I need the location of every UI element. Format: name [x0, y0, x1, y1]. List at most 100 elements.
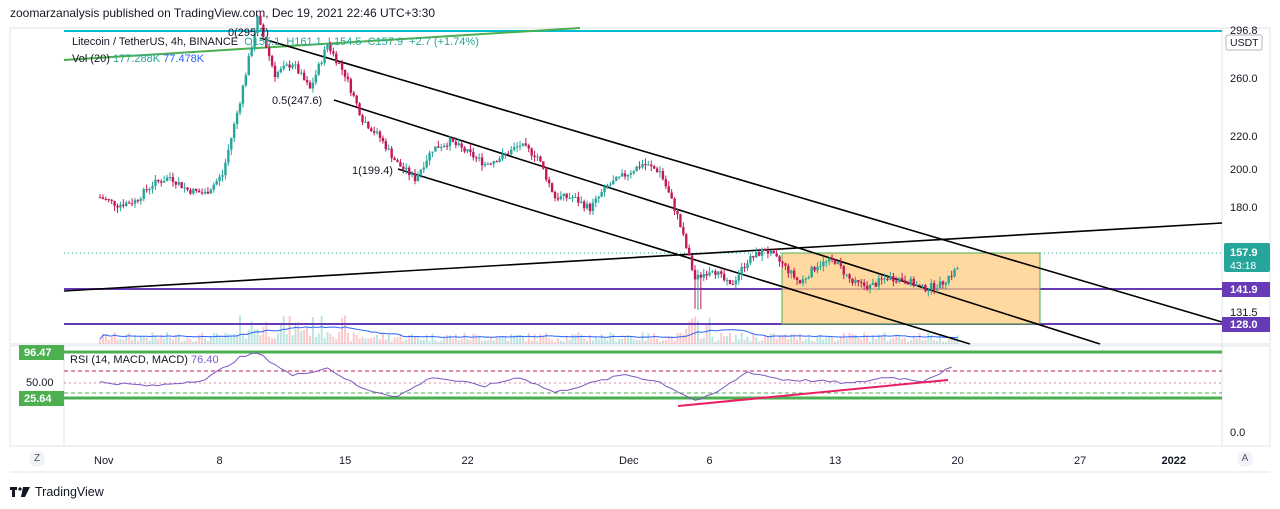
candle-body	[235, 112, 239, 125]
volume-bar	[941, 341, 944, 344]
volume-bar	[702, 337, 705, 344]
volume-bar	[650, 338, 653, 344]
candle-body	[801, 279, 805, 284]
candle-body	[346, 76, 350, 80]
candle-body	[889, 276, 892, 280]
candle-body	[629, 173, 633, 175]
candle-body	[273, 65, 277, 78]
candle-body	[387, 148, 390, 150]
candle-body	[475, 157, 478, 159]
volume-bar	[866, 335, 869, 344]
candle-body	[577, 196, 580, 203]
channel-bottom-line	[397, 168, 971, 345]
candle-body	[539, 156, 542, 162]
auto-scale-button[interactable]: A	[1237, 451, 1253, 467]
volume-bar	[163, 338, 166, 344]
candle-body	[722, 273, 726, 281]
footer-brand[interactable]: TradingView	[10, 484, 104, 500]
candle-body	[749, 255, 752, 264]
volume-legend[interactable]: Vol (20) 177.288K 77.478K	[72, 53, 204, 65]
candle-body	[927, 289, 930, 292]
candle-body	[743, 267, 746, 269]
candle-body	[174, 181, 178, 185]
volume-bar	[930, 335, 933, 344]
volume-bar	[139, 335, 142, 344]
volume-bar	[696, 320, 699, 344]
candle-body	[906, 281, 910, 285]
candle-body	[110, 199, 113, 201]
volume-bar	[151, 332, 154, 344]
candle-body	[524, 143, 528, 146]
candle-body	[562, 193, 565, 197]
candle-body	[104, 198, 108, 200]
volume-bar	[224, 332, 227, 344]
volume-bar	[533, 333, 536, 344]
candle-body	[588, 203, 592, 212]
ohlc-low: L154.5	[327, 36, 362, 48]
candle-body	[512, 147, 516, 150]
candle-body	[947, 275, 950, 283]
candle-body	[763, 248, 767, 251]
candle-body	[116, 205, 119, 208]
volume-bar	[705, 323, 708, 344]
volume-bar	[769, 333, 772, 344]
volume-bar	[145, 337, 148, 344]
candle-body	[402, 166, 405, 170]
price-chart[interactable]: 0(295.7) 0.5(247.6) 1(199.4) 296.8 260.0…	[0, 0, 1280, 480]
candle-body	[335, 53, 338, 64]
candle-body	[930, 283, 933, 290]
symbol-legend[interactable]: Litecoin / TetherUS, 4h, BINANCE O155.1 …	[72, 36, 482, 48]
volume-ma-value: 77.478K	[163, 53, 205, 65]
volume-bar	[918, 333, 921, 344]
candle-body	[944, 282, 948, 285]
candle-body	[600, 192, 603, 197]
last-price-label: 157.9	[1230, 247, 1258, 259]
volume-bar	[402, 341, 405, 344]
candle-body	[171, 177, 175, 182]
volume-bar	[335, 339, 338, 344]
volume-bar	[110, 337, 113, 344]
candle-body	[690, 255, 694, 270]
volume-bar	[306, 326, 309, 344]
volume-bar	[729, 332, 731, 344]
candle-body	[247, 55, 250, 76]
candle-body	[165, 177, 169, 181]
candle-body	[746, 263, 749, 269]
volume-bar	[379, 339, 381, 344]
candle-body	[384, 141, 388, 150]
volume-bar	[551, 340, 554, 344]
target-box[interactable]	[781, 252, 1041, 325]
volume-bar	[644, 340, 647, 344]
time-axis: Nov 8 15 22 Dec 6 13 20 27 2022	[94, 455, 1186, 467]
volume-bar	[271, 338, 274, 344]
volume-bar	[871, 335, 874, 344]
candle-body	[956, 268, 959, 270]
volume-bar	[317, 333, 320, 344]
volume-bar	[309, 335, 311, 344]
candle-body	[230, 138, 233, 150]
volume-bar	[947, 339, 950, 344]
x-tick-8: 8	[217, 455, 223, 467]
candle-body	[136, 200, 140, 202]
x-tick-nov: Nov	[94, 455, 114, 467]
volume-bar	[131, 339, 134, 344]
candle-body	[580, 201, 583, 203]
rsi-legend[interactable]: RSI (14, MACD, MACD) 76.40	[70, 354, 219, 366]
volume-bar	[629, 336, 632, 344]
candle-body	[227, 149, 230, 163]
candle-body	[921, 285, 924, 287]
volume-bar	[279, 324, 282, 344]
volume-bar	[128, 332, 131, 344]
volume-bar	[927, 332, 930, 344]
volume-bar	[621, 338, 624, 344]
volume-bar	[784, 334, 787, 344]
candle-body	[419, 169, 423, 175]
volume-bar	[521, 335, 524, 344]
volume-bar	[134, 335, 136, 344]
currency-badge[interactable]	[1225, 34, 1263, 51]
volume-bar	[749, 341, 752, 344]
zoom-corner-button[interactable]: Z	[29, 451, 45, 467]
candle-body	[206, 191, 210, 194]
volume-bar	[813, 341, 816, 344]
volume-bar	[539, 333, 542, 344]
